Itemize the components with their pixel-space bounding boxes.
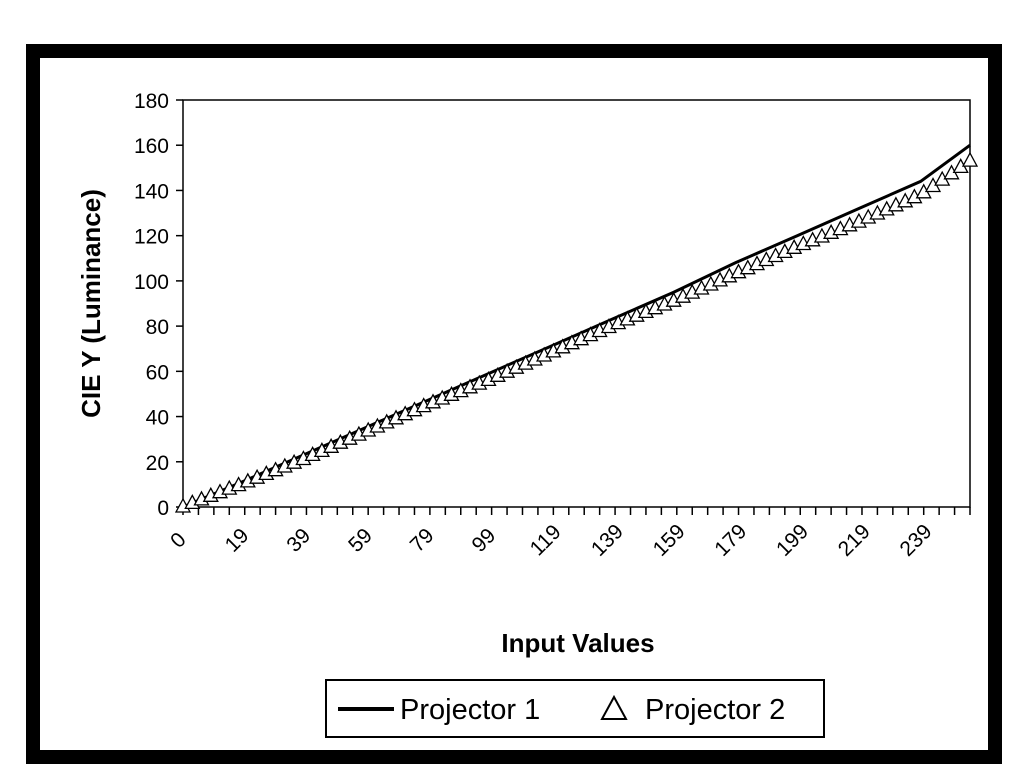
x-tick-label: 99 xyxy=(468,524,501,557)
y-tick-label: 140 xyxy=(134,180,169,203)
x-tick-label: 199 xyxy=(772,520,813,561)
y-axis-title: CIE Y (Luminance) xyxy=(76,189,106,418)
legend-label-projector-2: Projector 2 xyxy=(645,694,785,726)
chart-panel xyxy=(40,58,988,750)
y-tick-label: 160 xyxy=(134,135,169,158)
y-axis: 0 20 40 60 80 100 120 140 160 180 xyxy=(134,90,183,520)
legend-box xyxy=(325,679,825,738)
y-tick-label: 80 xyxy=(146,316,169,339)
y-tick-label: 0 xyxy=(157,497,169,520)
x-tick-label: 239 xyxy=(896,520,937,561)
x-tick-label: 19 xyxy=(221,524,254,557)
x-tick-label: 179 xyxy=(710,520,751,561)
y-tick-label: 20 xyxy=(146,452,169,475)
x-axis-title: Input Values xyxy=(501,628,654,658)
y-tick-label: 40 xyxy=(146,407,169,430)
x-tick-label: 0 xyxy=(166,528,191,553)
chart-frame xyxy=(26,44,1002,764)
legend-label-projector-1: Projector 1 xyxy=(400,694,540,726)
marker-projector-2 xyxy=(961,151,979,167)
x-axis: 0 19 39 59 79 99 119 139 159 179 199 219 239 xyxy=(166,507,971,561)
x-tick-label: 139 xyxy=(587,520,628,561)
series-layer xyxy=(174,143,979,513)
y-tick-label: 120 xyxy=(134,226,169,249)
x-tick-label: 119 xyxy=(526,520,566,560)
x-tick-label: 159 xyxy=(649,520,690,561)
series-line-projector-1 xyxy=(182,143,971,509)
y-tick-label: 100 xyxy=(134,271,169,294)
x-tick-label: 219 xyxy=(834,520,875,561)
x-tick-label: 59 xyxy=(344,524,377,557)
legend: Projector 1 Projector 2 xyxy=(325,679,825,738)
plot-area xyxy=(182,99,971,508)
y-tick-label: 180 xyxy=(134,90,169,113)
legend-triangle-swatch xyxy=(600,694,628,720)
x-tick-label: 39 xyxy=(282,524,315,557)
y-tick-label: 60 xyxy=(146,361,169,384)
x-tick-label: 79 xyxy=(406,524,439,557)
